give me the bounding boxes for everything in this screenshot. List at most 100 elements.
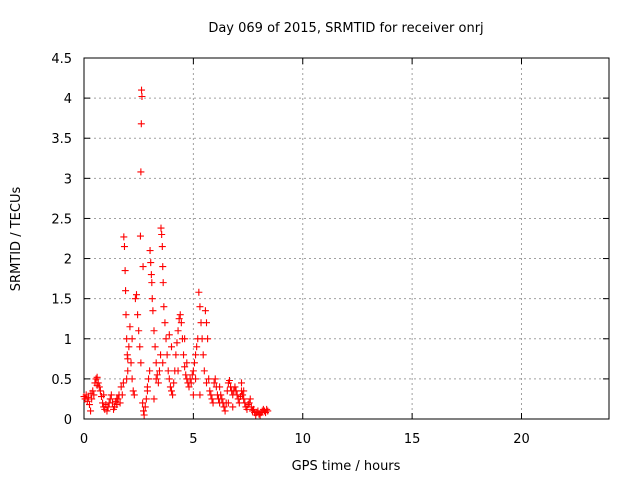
data-point	[216, 383, 224, 391]
data-point	[250, 405, 258, 413]
data-point	[240, 395, 248, 403]
y-axis-label: SRMTID / TECUs	[9, 187, 24, 292]
data-point	[152, 375, 160, 383]
data-point	[189, 391, 197, 399]
data-point	[140, 407, 147, 415]
data-point	[120, 233, 128, 241]
data-point	[158, 230, 166, 238]
data-point	[190, 359, 198, 367]
data-point	[203, 319, 210, 327]
data-point	[203, 379, 210, 387]
data-point	[127, 359, 135, 367]
y-tick-label: 1	[64, 333, 72, 348]
data-point	[116, 399, 124, 407]
data-point	[108, 399, 116, 407]
data-point	[135, 327, 143, 335]
data-point	[192, 351, 200, 359]
data-point	[138, 93, 146, 101]
data-point	[208, 395, 216, 403]
data-point	[104, 403, 112, 411]
data-point	[176, 311, 184, 319]
data-point	[118, 391, 126, 399]
data-point	[183, 359, 191, 367]
data-point	[126, 323, 134, 331]
data-point	[180, 351, 188, 359]
data-point	[200, 367, 208, 375]
data-point	[121, 267, 129, 275]
data-point	[90, 391, 98, 399]
data-point	[240, 387, 248, 395]
data-point	[131, 295, 139, 303]
data-point	[137, 359, 145, 367]
data-point	[157, 351, 165, 359]
y-tick-label: 3.5	[51, 132, 72, 147]
data-point	[169, 391, 177, 399]
data-point	[196, 303, 204, 311]
data-point	[136, 343, 144, 351]
chart-title: Day 069 of 2015, SRMTID for receiver onr…	[208, 21, 483, 36]
data-point	[160, 303, 168, 311]
data-point	[93, 373, 101, 381]
data-point	[161, 319, 169, 327]
y-tick-label: 2.5	[51, 212, 72, 227]
data-point	[193, 343, 201, 351]
data-point	[243, 405, 251, 413]
data-point	[139, 263, 147, 271]
data-point	[119, 379, 127, 387]
data-point	[177, 319, 185, 327]
data-point	[225, 376, 233, 384]
data-point	[155, 367, 163, 375]
data-point	[163, 351, 171, 359]
data-point	[175, 315, 183, 323]
data-point	[172, 351, 180, 359]
data-point	[123, 375, 131, 383]
data-point	[170, 379, 178, 387]
data-point	[196, 391, 204, 399]
data-point	[263, 405, 271, 413]
y-tick-label: 1.5	[51, 293, 72, 308]
data-point	[185, 383, 193, 391]
data-point	[88, 395, 96, 403]
data-point	[89, 387, 97, 395]
data-point	[117, 383, 125, 391]
data-point	[150, 327, 158, 335]
data-point	[134, 311, 142, 319]
data-point	[174, 327, 182, 335]
data-point	[195, 288, 203, 296]
data-point	[201, 307, 209, 315]
data-point	[245, 399, 253, 407]
grid	[84, 58, 609, 419]
data-point	[168, 387, 175, 395]
data-point	[165, 331, 173, 339]
data-point	[162, 335, 170, 343]
data-point	[124, 367, 132, 375]
data-point	[128, 335, 136, 343]
data-point	[181, 363, 189, 371]
data-point	[158, 243, 166, 251]
data-point	[217, 391, 225, 399]
data-point	[107, 391, 115, 399]
data-point	[147, 259, 155, 267]
data-point	[165, 375, 173, 383]
x-tick-label: 20	[513, 432, 530, 447]
y-tick-label: 4.5	[51, 52, 72, 67]
data-point	[147, 271, 155, 279]
data-point	[124, 355, 132, 363]
data-point	[148, 279, 156, 287]
data-point	[210, 379, 218, 387]
data-point	[120, 243, 128, 251]
data-point	[149, 307, 157, 315]
data-point	[166, 383, 174, 391]
y-tick-label: 2	[64, 253, 72, 268]
data-point	[92, 375, 100, 383]
data-point	[100, 391, 108, 399]
data-point	[113, 395, 121, 403]
data-point	[99, 399, 107, 407]
data-point	[221, 407, 229, 415]
data-point	[143, 387, 151, 395]
plot-frame	[83, 57, 610, 420]
data-point	[188, 371, 196, 379]
data-point	[142, 395, 150, 403]
data-point	[157, 224, 165, 232]
data-point	[192, 375, 200, 383]
